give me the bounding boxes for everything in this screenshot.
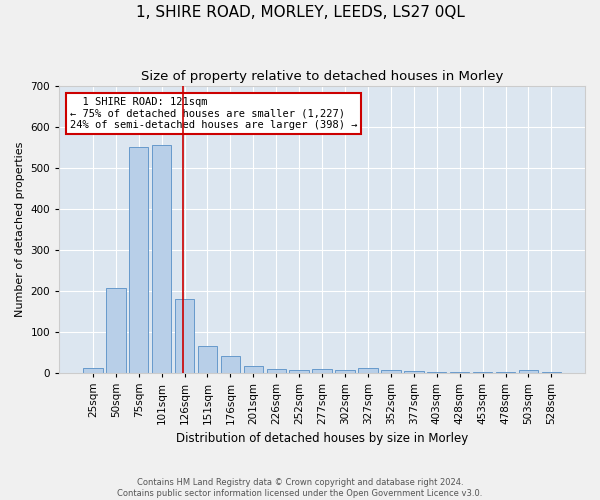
Y-axis label: Number of detached properties: Number of detached properties: [15, 142, 25, 316]
X-axis label: Distribution of detached houses by size in Morley: Distribution of detached houses by size …: [176, 432, 468, 445]
Bar: [518, 370, 538, 372]
Title: Size of property relative to detached houses in Morley: Size of property relative to detached ho…: [141, 70, 503, 83]
Bar: [106, 288, 125, 372]
Bar: [221, 356, 240, 372]
Bar: [313, 369, 332, 372]
Bar: [289, 370, 309, 372]
Text: 1 SHIRE ROAD: 121sqm
← 75% of detached houses are smaller (1,227)
24% of semi-de: 1 SHIRE ROAD: 121sqm ← 75% of detached h…: [70, 97, 357, 130]
Bar: [381, 370, 401, 372]
Bar: [129, 147, 148, 372]
Bar: [198, 346, 217, 372]
Bar: [266, 369, 286, 372]
Bar: [175, 298, 194, 372]
Text: Contains HM Land Registry data © Crown copyright and database right 2024.
Contai: Contains HM Land Registry data © Crown c…: [118, 478, 482, 498]
Bar: [335, 370, 355, 372]
Bar: [358, 368, 377, 372]
Bar: [152, 145, 172, 372]
Bar: [244, 366, 263, 372]
Bar: [83, 368, 103, 372]
Text: 1, SHIRE ROAD, MORLEY, LEEDS, LS27 0QL: 1, SHIRE ROAD, MORLEY, LEEDS, LS27 0QL: [136, 5, 464, 20]
